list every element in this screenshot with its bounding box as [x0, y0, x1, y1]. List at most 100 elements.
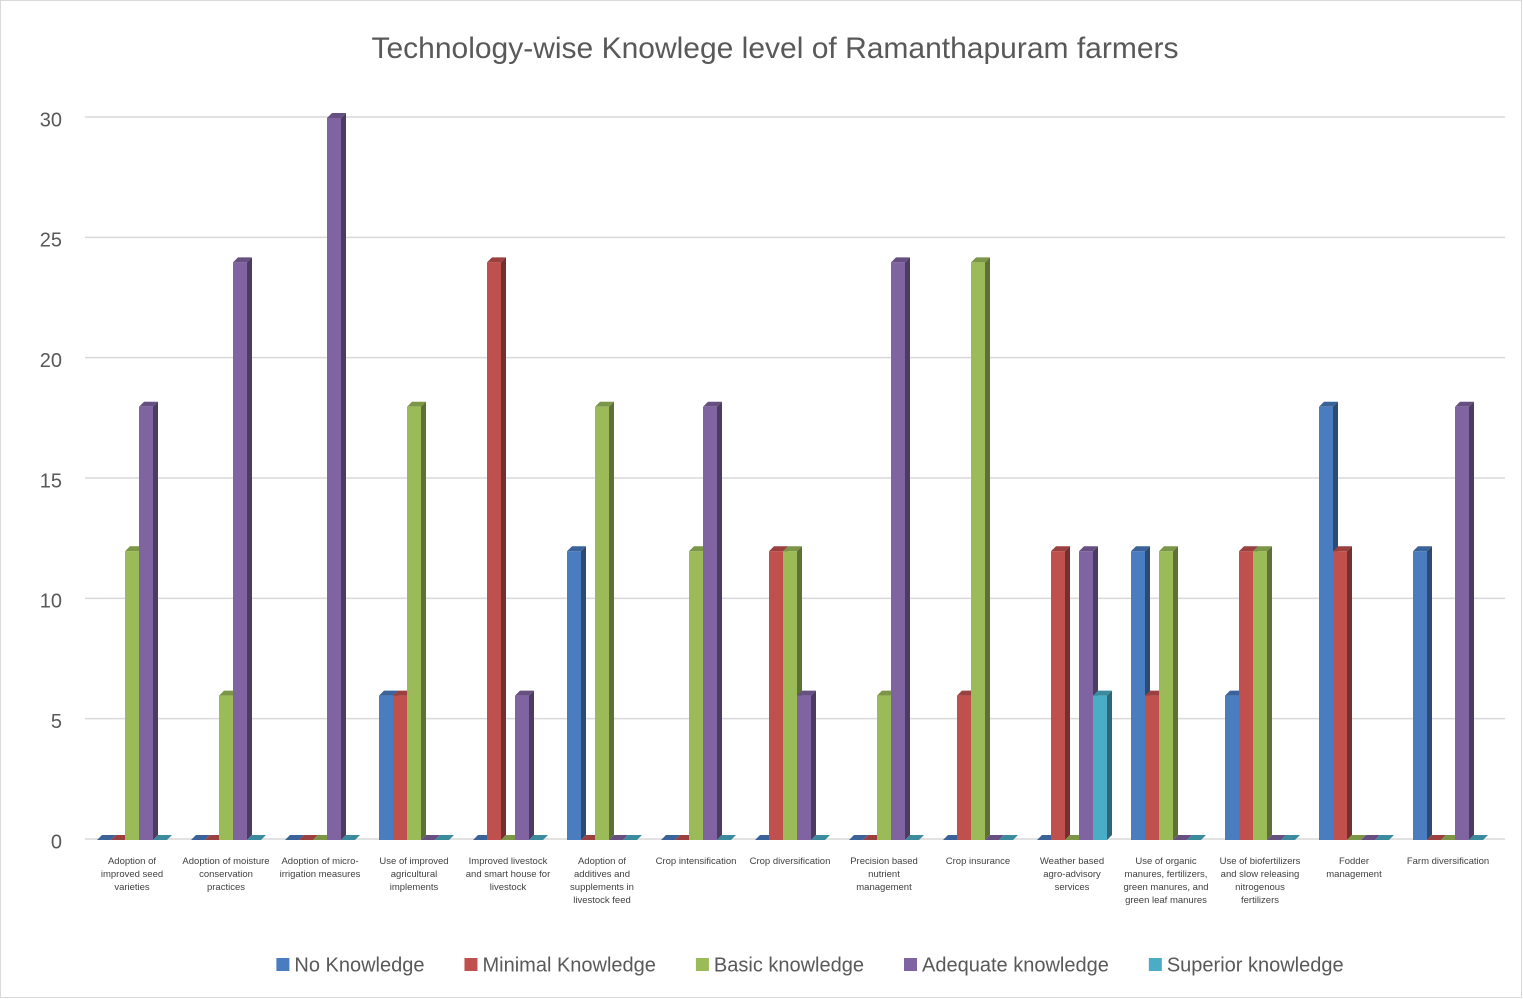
bar-side — [1347, 546, 1352, 840]
bar-side — [1107, 690, 1112, 840]
bar — [1159, 551, 1173, 840]
x-tick-label-box: Weather based agro-advisory services — [1039, 856, 1105, 893]
x-tick-label: Crop diversification — [749, 856, 831, 867]
legend-label: Minimal Knowledge — [482, 954, 655, 976]
bar-top — [327, 113, 346, 118]
bar — [957, 695, 971, 840]
bar-top — [1361, 835, 1380, 840]
bar-top — [1333, 546, 1352, 552]
x-tick-label: Fodder management — [1326, 856, 1382, 880]
y-tick-label: 10 — [40, 591, 62, 613]
bar — [1253, 551, 1267, 840]
bar-top — [247, 835, 266, 840]
x-tick-label: Use of improved agricultural implements — [379, 856, 449, 893]
bar-top — [891, 257, 910, 263]
bar-side — [1065, 546, 1070, 840]
bar-top — [1093, 690, 1112, 696]
bar-top — [849, 835, 868, 840]
legend-label: No Knowledge — [294, 954, 424, 976]
bar-top — [811, 835, 830, 840]
x-tick-label-box: Use of biofertilizers and slow releasing… — [1219, 856, 1301, 906]
bar-top — [595, 401, 614, 407]
bar-top — [1267, 835, 1286, 840]
bar-top — [233, 257, 252, 263]
bar-side — [153, 401, 158, 840]
x-tick-label: Improved livestock and smart house for l… — [465, 856, 551, 893]
x-tick-label: Use of organic manures, fertilizers, gre… — [1123, 856, 1209, 906]
y-tick-label: 0 — [51, 831, 62, 853]
bar — [219, 695, 233, 840]
bar — [1145, 695, 1159, 840]
bar — [125, 551, 139, 840]
legend-swatch — [276, 958, 290, 971]
bar-top — [1051, 546, 1070, 552]
bar — [567, 551, 581, 840]
bar-top — [567, 546, 586, 552]
bar-side — [609, 401, 614, 840]
bar-top — [783, 546, 802, 552]
x-tick-label: Precision based nutrient management — [850, 856, 918, 893]
x-tick-label-box: Adoption of improved seed varieties — [101, 856, 163, 893]
bar-side — [985, 257, 990, 840]
bar-top — [999, 835, 1018, 840]
bar — [1239, 551, 1253, 840]
bar — [891, 262, 905, 840]
y-tick-label: 30 — [40, 109, 62, 131]
bar-top — [285, 835, 304, 840]
bar-top — [769, 546, 788, 552]
x-tick-label-box: Crop intensification — [656, 856, 737, 867]
bar-top — [435, 835, 454, 840]
bar-top — [1173, 835, 1192, 840]
bar — [1225, 695, 1239, 840]
x-tick-label: Weather based agro-advisory services — [1039, 856, 1105, 893]
bar-top — [421, 835, 440, 840]
bar-side — [717, 401, 722, 840]
bar — [1333, 551, 1347, 840]
bar-side — [905, 257, 910, 840]
legend-swatch — [904, 958, 917, 971]
bar-top — [905, 835, 924, 840]
legend-swatch — [1148, 958, 1162, 971]
bar — [797, 695, 811, 840]
legend-label: Basic knowledge — [714, 954, 864, 976]
x-tick-label: Adoption of additives and supplements in… — [570, 856, 634, 906]
bar-top — [191, 835, 210, 840]
bar-top — [971, 257, 990, 263]
x-tick-label-box: Farm diversification — [1406, 856, 1490, 867]
legend: No Knowledge Minimal Knowledge Basic knowl… — [276, 954, 1344, 976]
bar-side — [341, 113, 346, 840]
bar — [1051, 551, 1065, 840]
bar-top — [515, 690, 534, 696]
bar — [327, 118, 341, 840]
x-tick-label: Use of biofertilizers and slow releasing… — [1219, 856, 1301, 906]
bar-top — [1427, 835, 1446, 840]
bar — [1413, 551, 1427, 840]
bar — [769, 551, 783, 840]
bar-top — [487, 257, 506, 263]
bar-side — [811, 690, 816, 840]
bar — [703, 406, 717, 840]
bar — [689, 551, 703, 840]
x-tick-label-box: Improved livestock and smart house for l… — [465, 856, 551, 893]
x-tick-label: Adoption of micro-irrigation measures — [279, 856, 361, 880]
legend-swatch — [695, 958, 709, 971]
bar-top — [703, 401, 722, 407]
y-tick-label: 20 — [40, 350, 62, 372]
bar-side — [247, 257, 252, 840]
bar — [1131, 551, 1145, 840]
bar-top — [1469, 835, 1488, 840]
x-tick-label-box: Adoption of micro-irrigation measures — [279, 856, 361, 880]
bar-top — [1281, 835, 1300, 840]
x-tick-label: Farm diversification — [1406, 856, 1490, 867]
bar-side — [501, 257, 506, 840]
bar-top — [139, 401, 158, 407]
bar-top — [1253, 546, 1272, 552]
bar-side — [421, 401, 426, 840]
bar-top — [379, 690, 398, 696]
x-tick-label-box: Use of improved agricultural implements — [379, 856, 449, 893]
bar-top — [1455, 401, 1474, 407]
x-tick-label: Adoption of moisture conservation practi… — [182, 856, 270, 893]
bar-top — [661, 835, 680, 840]
